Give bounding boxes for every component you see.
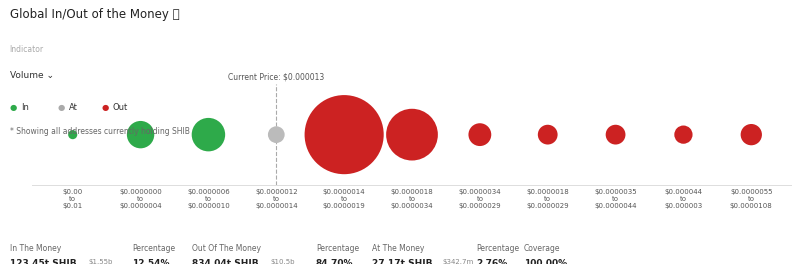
Text: $0.0000000
to
$0.0000004: $0.0000000 to $0.0000004 (119, 189, 162, 209)
Text: * Showing all addresses currently holding SHIB: * Showing all addresses currently holdin… (10, 127, 190, 136)
Text: At: At (69, 103, 78, 112)
Text: In The Money: In The Money (10, 244, 61, 253)
Point (677, 133, 690, 137)
Text: 12.54%: 12.54% (132, 259, 170, 264)
Text: $10.5b: $10.5b (270, 259, 295, 264)
Text: $0.00
to
$0.01: $0.00 to $0.01 (62, 189, 83, 209)
Text: ●: ● (102, 103, 109, 112)
Point (202, 133, 215, 137)
Point (609, 133, 622, 137)
Text: Out: Out (113, 103, 128, 112)
Text: 27.17t SHIB: 27.17t SHIB (372, 259, 433, 264)
Text: ●: ● (58, 103, 65, 112)
Text: $0.0000035
to
$0.0000044: $0.0000035 to $0.0000044 (594, 189, 637, 209)
Text: Percentage: Percentage (476, 244, 519, 253)
Text: $0.0000034
to
$0.0000029: $0.0000034 to $0.0000029 (458, 189, 501, 209)
Text: Global In/Out of the Money ⓘ: Global In/Out of the Money ⓘ (10, 8, 179, 21)
Text: ●: ● (10, 103, 17, 112)
Text: $0.0000014
to
$0.0000019: $0.0000014 to $0.0000019 (322, 189, 366, 209)
Point (474, 133, 486, 137)
Text: $0.0000018
to
$0.0000034: $0.0000018 to $0.0000034 (390, 189, 434, 209)
Text: Indicator: Indicator (10, 45, 44, 54)
Point (406, 133, 418, 137)
Text: 2.76%: 2.76% (476, 259, 507, 264)
Text: 100.00%: 100.00% (524, 259, 567, 264)
Point (338, 133, 350, 137)
Point (134, 133, 147, 137)
Text: $0.0000012
to
$0.0000014: $0.0000012 to $0.0000014 (255, 189, 298, 209)
Text: Coverage: Coverage (524, 244, 561, 253)
Point (542, 133, 554, 137)
Text: Volume ⌄: Volume ⌄ (10, 71, 54, 80)
Text: Out Of The Money: Out Of The Money (192, 244, 261, 253)
Text: $0.0000018
to
$0.0000029: $0.0000018 to $0.0000029 (526, 189, 569, 209)
Text: 84.70%: 84.70% (316, 259, 354, 264)
Text: 123.45t SHIB: 123.45t SHIB (10, 259, 76, 264)
Text: Percentage: Percentage (132, 244, 175, 253)
Text: Percentage: Percentage (316, 244, 359, 253)
Text: 834.04t SHIB: 834.04t SHIB (192, 259, 258, 264)
Point (270, 133, 282, 137)
Point (66, 133, 79, 137)
Text: $1.55b: $1.55b (88, 259, 112, 264)
Text: $342.7m: $342.7m (442, 259, 474, 264)
Text: $0.0000006
to
$0.0000010: $0.0000006 to $0.0000010 (187, 189, 230, 209)
Text: $0.0000055
to
$0.0000108: $0.0000055 to $0.0000108 (730, 189, 773, 209)
Point (745, 133, 758, 137)
Text: $0.000044
to
$0.000003: $0.000044 to $0.000003 (664, 189, 702, 209)
Text: Current Price: $0.000013: Current Price: $0.000013 (228, 73, 325, 82)
Text: At The Money: At The Money (372, 244, 424, 253)
Text: In: In (21, 103, 29, 112)
